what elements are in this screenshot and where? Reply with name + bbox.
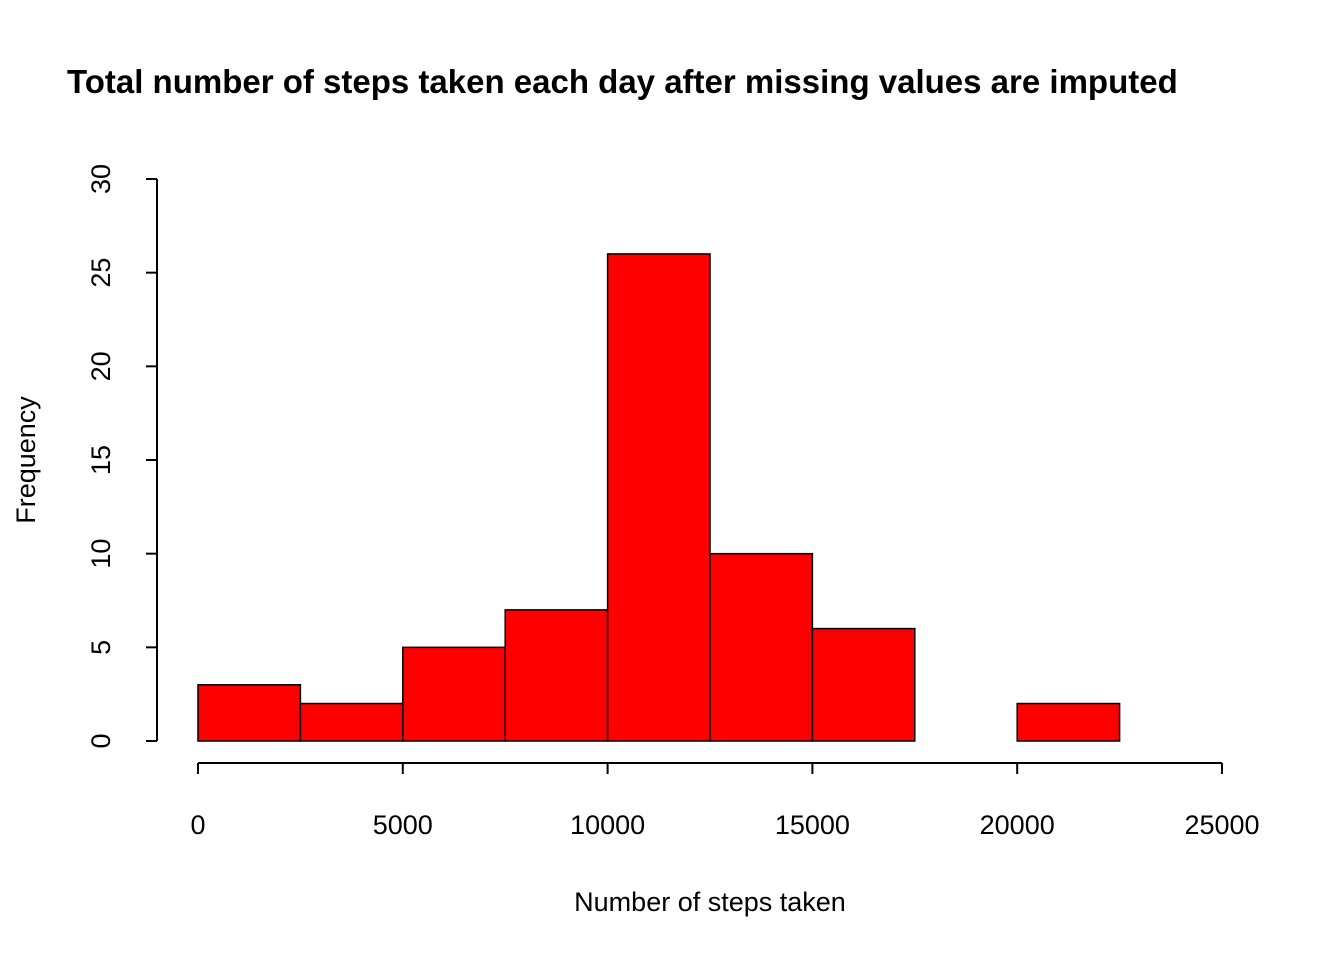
histogram-bar (709, 552, 814, 742)
y-tick-label: 15 (86, 445, 116, 475)
chart-title: Total number of steps taken each day aft… (67, 63, 1178, 100)
histogram-bar (811, 627, 916, 742)
x-axis-label: Number of steps taken (574, 887, 846, 917)
histogram-bar (1016, 702, 1121, 742)
histogram-bar (299, 702, 404, 742)
histogram-bar (504, 609, 609, 742)
y-tick-label: 25 (86, 258, 116, 288)
y-tick-label: 30 (86, 164, 116, 194)
y-tick-label: 20 (86, 351, 116, 381)
x-tick-label: 5000 (373, 810, 433, 840)
y-axis: 0 5 10 15 20 25 30 (86, 164, 158, 749)
y-axis-label: Frequency (11, 396, 41, 524)
x-tick-label: 10000 (570, 810, 645, 840)
x-tick-label: 20000 (980, 810, 1055, 840)
histogram-bar (402, 646, 506, 742)
bars-group (197, 253, 1121, 742)
x-tick-label: 15000 (775, 810, 850, 840)
y-tick-label: 5 (86, 640, 116, 655)
y-tick-label: 10 (86, 539, 116, 569)
x-tick-label: 0 (190, 810, 205, 840)
y-tick-label: 0 (86, 733, 116, 748)
x-tick-label: 25000 (1184, 810, 1259, 840)
histogram-bar (197, 684, 302, 742)
histogram-bar (606, 253, 711, 742)
x-axis: 0 5000 10000 15000 20000 25000 (190, 762, 1260, 840)
